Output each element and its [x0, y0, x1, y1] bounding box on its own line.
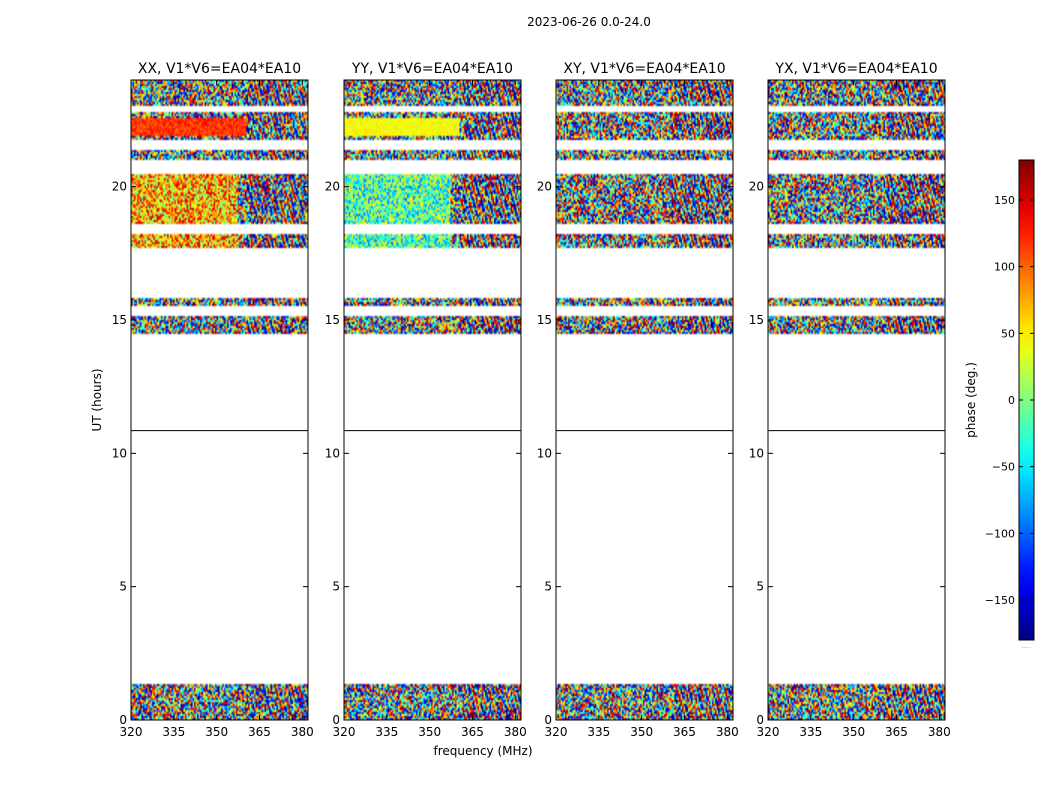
x-tick-label: 380: [504, 725, 527, 739]
y-tick-label: 20: [325, 180, 340, 194]
panel-title: YX, V1*V6=EA04*EA10: [774, 61, 937, 77]
x-tick-label: 320: [333, 725, 356, 739]
x-tick-label: 380: [291, 725, 314, 739]
x-tick-label: 350: [630, 725, 653, 739]
panel-2: YY, V1*V6=EA04*EA10 320 335 350 365 380 0 5 10 15…: [325, 61, 527, 739]
axes-frame: [555, 79, 734, 721]
panel-title: XY, V1*V6=EA04*EA10: [563, 61, 725, 77]
x-axis-label: frequency (MHz): [433, 744, 532, 758]
y-tick-label: 5: [332, 580, 340, 594]
y-tick-label: 10: [112, 446, 127, 460]
x-tick-label: 335: [587, 725, 610, 739]
y-tick-label: 5: [119, 580, 127, 594]
colorbar-tick-label: −100: [985, 527, 1015, 540]
axes-frame: [130, 79, 309, 721]
colorbar-tick-label: 50: [1001, 327, 1015, 340]
x-tick-label: 335: [375, 725, 398, 739]
x-tick-label: 335: [799, 725, 822, 739]
x-tick-label: 320: [757, 725, 780, 739]
phase-image: [131, 80, 308, 720]
colorbar: 150 100 50 0 −50 −100 −150: [985, 159, 1035, 641]
y-tick-label: 0: [756, 713, 764, 727]
y-tick-label: 0: [332, 713, 340, 727]
colorbar-tick-label: 0: [1008, 394, 1015, 407]
panel-1: XX, V1*V6=EA04*EA10 320 335 350 365 380 0 5 10 15…: [112, 61, 314, 739]
axes-frame: [767, 79, 946, 721]
panel-title: XX, V1*V6=EA04*EA10: [138, 61, 301, 77]
y-tick-label: 0: [119, 713, 127, 727]
x-tick-label: 320: [120, 725, 143, 739]
y-tick-label: 15: [112, 313, 127, 327]
colorbar-tick-label: 100: [994, 261, 1015, 274]
x-tick-label: 350: [418, 725, 441, 739]
y-axis-label: UT (hours): [90, 368, 104, 431]
y-tick-label: 0: [544, 713, 552, 727]
x-tick-label: 365: [673, 725, 696, 739]
y-tick-label: 20: [112, 180, 127, 194]
panels: XX, V1*V6=EA04*EA10 320 335 350 365 380 0 5 10 15…: [112, 61, 951, 739]
phase-image: [344, 80, 521, 720]
panel-3: XY, V1*V6=EA04*EA10 320 335 350 365 380 0 5 10 15…: [537, 61, 739, 739]
y-tick-label: 20: [537, 180, 552, 194]
y-tick-label: 20: [749, 180, 764, 194]
panel-4: YX, V1*V6=EA04*EA10 320 335 350 365 380 0 5 10 15…: [749, 61, 951, 739]
colorbar-tick-label: −150: [985, 594, 1015, 607]
x-tick-label: 380: [716, 725, 739, 739]
y-tick-label: 15: [537, 313, 552, 327]
axes-frame: [343, 79, 522, 721]
y-tick-label: 10: [325, 446, 340, 460]
y-tick-label: 15: [325, 313, 340, 327]
y-tick-label: 15: [749, 313, 764, 327]
colorbar-tick-label: −50: [992, 461, 1015, 474]
phase-image: [556, 80, 733, 720]
y-tick-label: 5: [544, 580, 552, 594]
y-tick-label: 5: [756, 580, 764, 594]
panel-title: YY, V1*V6=EA04*EA10: [351, 61, 513, 77]
x-tick-label: 365: [461, 725, 484, 739]
x-tick-label: 335: [162, 725, 185, 739]
colorbar-label: phase (deg.): [964, 362, 978, 438]
x-tick-label: 380: [928, 725, 951, 739]
phase-image: [768, 80, 945, 720]
x-tick-label: 365: [248, 725, 271, 739]
x-tick-label: 350: [205, 725, 228, 739]
y-tick-label: 10: [749, 446, 764, 460]
colorbar-dots: .....: [1021, 643, 1031, 650]
x-tick-label: 365: [885, 725, 908, 739]
figure-suptitle: 2023-06-26 0.0-24.0: [527, 15, 651, 29]
x-tick-label: 350: [842, 725, 865, 739]
y-tick-label: 10: [537, 446, 552, 460]
colorbar-tick-label: 150: [994, 194, 1015, 207]
x-tick-label: 320: [545, 725, 568, 739]
